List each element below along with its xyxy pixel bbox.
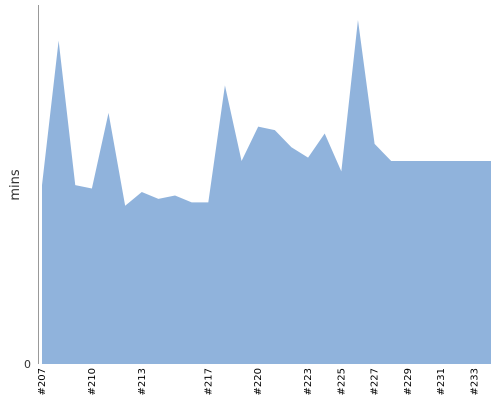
x-tick-label: #207 (37, 368, 48, 395)
x-tick-label: #227 (370, 368, 381, 395)
area-series (42, 20, 491, 364)
x-tick-label: #210 (87, 368, 98, 395)
plot-area (42, 20, 491, 364)
y-axis-label: mins (8, 169, 23, 201)
x-tick-label: #229 (403, 368, 414, 395)
x-tick-label: #223 (303, 368, 314, 395)
x-tick-label: #225 (336, 368, 347, 395)
x-tick-label: #220 (253, 368, 264, 395)
x-tick-label: #217 (203, 368, 214, 395)
x-ticks: #207 #210 #213 #217 #220 #223 #225 #227 #229 #231… (37, 368, 480, 395)
y-ticks: 0 (24, 358, 31, 371)
x-tick-label: #233 (469, 368, 480, 395)
x-tick-label: #213 (137, 368, 148, 395)
y-tick-label: 0 (24, 358, 31, 371)
x-tick-label: #231 (436, 368, 447, 395)
